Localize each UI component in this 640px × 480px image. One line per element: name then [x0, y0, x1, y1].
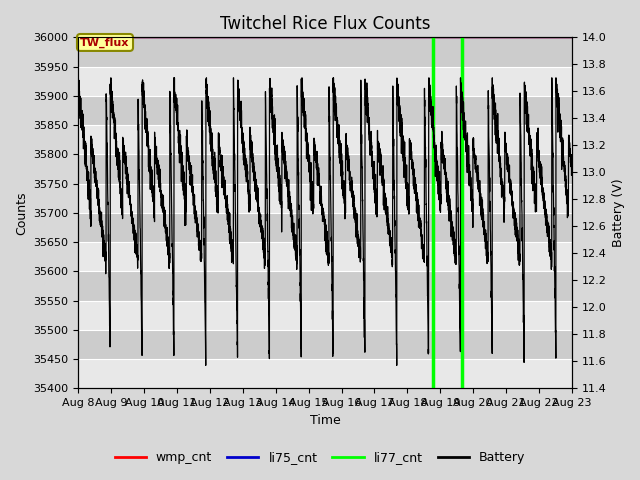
Bar — [79, 300, 572, 330]
Bar — [79, 155, 572, 183]
X-axis label: Time: Time — [310, 414, 340, 427]
Text: TW_flux: TW_flux — [80, 37, 130, 48]
Y-axis label: Counts: Counts — [15, 191, 28, 235]
Title: Twitchel Rice Flux Counts: Twitchel Rice Flux Counts — [220, 15, 430, 33]
Bar — [79, 67, 572, 96]
Bar — [79, 37, 572, 67]
Bar — [79, 96, 572, 125]
Bar — [79, 330, 572, 359]
Bar — [79, 359, 572, 388]
Bar — [79, 213, 572, 242]
Bar — [79, 183, 572, 213]
Bar — [79, 271, 572, 300]
Legend: wmp_cnt, li75_cnt, li77_cnt, Battery: wmp_cnt, li75_cnt, li77_cnt, Battery — [109, 446, 531, 469]
Y-axis label: Battery (V): Battery (V) — [612, 179, 625, 247]
Bar — [79, 125, 572, 155]
Bar — [79, 242, 572, 271]
